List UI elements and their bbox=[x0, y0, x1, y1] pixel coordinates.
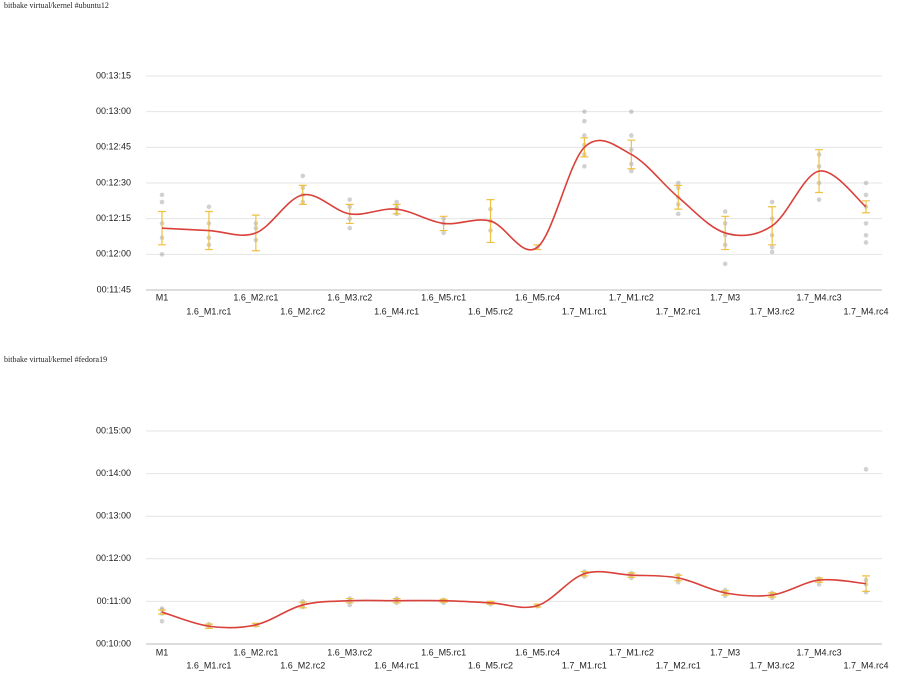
sample-point bbox=[816, 197, 822, 202]
y-tick-label: 00:13:00 bbox=[96, 106, 131, 116]
y-tick-label: 00:12:00 bbox=[96, 249, 131, 259]
sample-point bbox=[159, 252, 165, 257]
sample-point bbox=[863, 467, 869, 472]
x-tick-label: 1.6_M4.rc1 bbox=[374, 660, 419, 670]
sample-point bbox=[582, 164, 587, 169]
x-tick-label: 1.6_M5.rc4 bbox=[515, 292, 560, 302]
sample-point bbox=[159, 192, 165, 198]
x-tick-label: 1.7_M4.rc4 bbox=[843, 660, 888, 670]
sample-point bbox=[347, 225, 353, 231]
x-tick-label: 1.6_M2.rc2 bbox=[280, 660, 325, 670]
sample-point bbox=[863, 192, 869, 198]
x-tick-label: 1.6_M5.rc1 bbox=[421, 292, 466, 302]
y-tick-label: 00:12:30 bbox=[96, 177, 131, 187]
error-bar bbox=[158, 210, 166, 246]
mean-line bbox=[161, 139, 867, 251]
sample-point bbox=[863, 180, 869, 186]
x-tick-label: 1.6_M3.rc2 bbox=[327, 292, 372, 302]
y-tick-label: 00:12:15 bbox=[96, 213, 131, 223]
y-tick-label: 00:13:15 bbox=[96, 70, 131, 80]
y-tick-label: 00:14:00 bbox=[96, 468, 131, 478]
x-tick-label: 1.6_M2.rc2 bbox=[280, 306, 325, 316]
sample-point bbox=[629, 168, 634, 174]
sample-point bbox=[769, 244, 775, 250]
x-tick-label: 1.7_M3.rc2 bbox=[750, 306, 795, 316]
y-tick-label: 00:11:45 bbox=[97, 284, 131, 294]
sample-point bbox=[769, 249, 775, 255]
mean-line bbox=[161, 570, 867, 629]
y-tick-label: 00:12:00 bbox=[96, 553, 131, 563]
sample-point bbox=[582, 118, 587, 124]
x-tick-label: 1.6_M1.rc1 bbox=[186, 306, 231, 316]
sample-point bbox=[722, 261, 728, 267]
sample-point bbox=[347, 197, 353, 202]
sample-point bbox=[582, 133, 587, 138]
x-tick-label: 1.7_M3.rc2 bbox=[750, 660, 795, 670]
sample-point bbox=[863, 221, 869, 226]
sample-point bbox=[300, 173, 306, 179]
sample-point bbox=[582, 109, 587, 114]
x-tick-label: 1.7_M1.rc2 bbox=[609, 292, 654, 302]
sample-point bbox=[675, 180, 681, 186]
x-tick-label: 1.7_M1.rc1 bbox=[562, 660, 607, 670]
sample-point bbox=[863, 233, 869, 238]
sample-point bbox=[863, 240, 869, 245]
x-tick-label: 1.7_M1.rc2 bbox=[609, 647, 654, 657]
sample-point bbox=[394, 199, 399, 205]
sample-point bbox=[816, 582, 822, 587]
sample-point bbox=[675, 211, 681, 217]
sample-point bbox=[159, 199, 165, 205]
sample-point bbox=[159, 618, 165, 624]
x-tick-label: 1.6_M2.rc1 bbox=[233, 292, 278, 302]
x-tick-label: 1.6_M3.rc2 bbox=[327, 647, 372, 657]
y-tick-label: 00:10:00 bbox=[96, 638, 131, 648]
x-tick-label: 1.6_M5.rc2 bbox=[468, 306, 513, 316]
y-tick-label: 00:11:00 bbox=[97, 596, 131, 606]
sample-point bbox=[629, 109, 634, 114]
x-tick-label: 1.7_M4.rc4 bbox=[843, 306, 888, 316]
chart-title: bitbake virtual/kernel #ubuntu12 bbox=[4, 1, 109, 10]
x-tick-label: 1.6_M5.rc1 bbox=[421, 647, 466, 657]
sample-point bbox=[769, 199, 775, 205]
x-tick-label: 1.6_M1.rc1 bbox=[186, 660, 231, 670]
x-tick-label: 1.7_M1.rc1 bbox=[562, 306, 607, 316]
x-tick-label: 1.6_M2.rc1 bbox=[233, 647, 278, 657]
x-tick-label: M1 bbox=[156, 647, 169, 657]
x-tick-label: 1.7_M3 bbox=[710, 292, 740, 302]
sample-point bbox=[722, 209, 728, 214]
x-tick-label: 1.7_M2.rc1 bbox=[656, 306, 701, 316]
sample-point bbox=[629, 133, 634, 138]
y-tick-label: 00:15:00 bbox=[96, 425, 131, 435]
x-tick-label: 1.6_M5.rc2 bbox=[468, 660, 513, 670]
x-tick-label: 1.7_M4.rc3 bbox=[797, 647, 842, 657]
x-tick-label: 1.6_M5.rc4 bbox=[515, 647, 560, 657]
sample-point bbox=[347, 602, 353, 608]
y-tick-label: 00:12:45 bbox=[96, 142, 131, 152]
x-tick-label: 1.7_M3 bbox=[710, 647, 740, 657]
sample-point bbox=[441, 230, 446, 236]
y-tick-label: 00:13:00 bbox=[96, 511, 131, 521]
x-tick-label: 1.7_M4.rc3 bbox=[797, 292, 842, 302]
sample-point bbox=[206, 204, 212, 210]
chart-title: bitbake virtual/kernel #fedora19 bbox=[4, 355, 107, 364]
x-tick-label: 1.6_M4.rc1 bbox=[374, 306, 419, 316]
x-tick-label: M1 bbox=[156, 292, 169, 302]
x-tick-label: 1.7_M2.rc1 bbox=[656, 660, 701, 670]
